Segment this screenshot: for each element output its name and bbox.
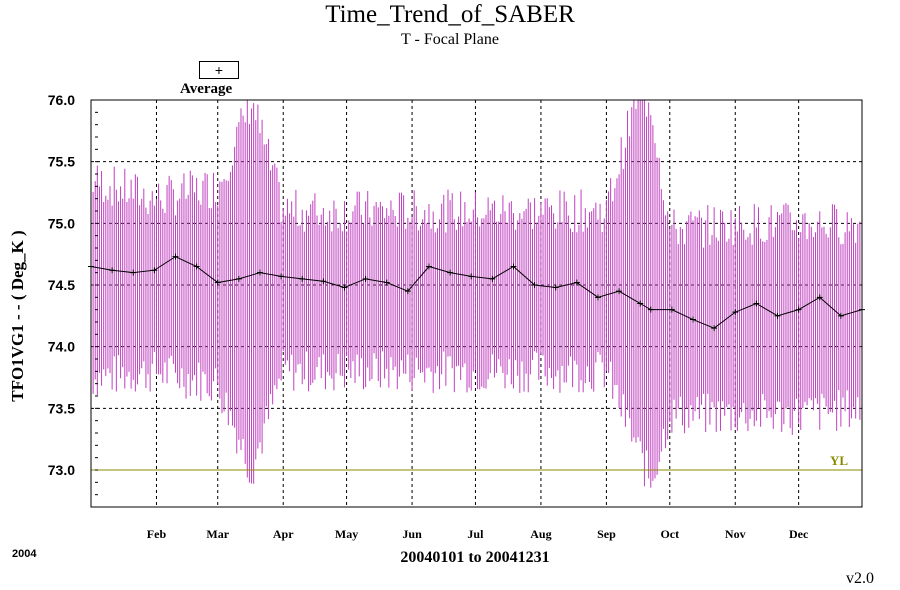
average-point <box>489 275 496 282</box>
average-point <box>362 275 369 282</box>
average-point <box>531 282 538 288</box>
year-label: 2004 <box>12 548 37 560</box>
average-point <box>594 294 601 301</box>
x-axis-label: 20040101 to 20041231 <box>400 549 550 566</box>
average-point <box>647 306 654 313</box>
x-tick-label: Apr <box>273 527 294 541</box>
y-tick-label: 74.5 <box>48 277 75 293</box>
average-point <box>668 306 675 313</box>
average-point <box>235 275 242 282</box>
x-tick-label: Oct <box>660 527 679 541</box>
x-tick-label: Dec <box>789 527 809 541</box>
average-point <box>278 273 285 280</box>
chart-subtitle: T - Focal Plane <box>401 31 499 48</box>
average-point <box>552 284 559 291</box>
average-point <box>573 279 580 286</box>
average-point <box>130 269 137 276</box>
x-tick-label: Feb <box>147 527 167 541</box>
average-point <box>404 288 411 295</box>
average-point <box>299 275 306 282</box>
average-point <box>816 294 823 301</box>
average-point <box>637 300 644 307</box>
average-point <box>447 269 454 276</box>
x-tick-label: Nov <box>725 527 746 541</box>
legend-label: Average <box>180 81 233 97</box>
average-point <box>732 309 739 316</box>
average-point <box>425 263 432 270</box>
average-point <box>837 312 844 319</box>
plot-frame <box>90 99 863 508</box>
average-point <box>214 279 221 286</box>
average-point <box>320 278 327 285</box>
legend-symbol: + <box>199 61 239 79</box>
average-point <box>256 269 263 276</box>
average-point <box>341 284 348 291</box>
y-tick-label: 76.0 <box>48 92 75 108</box>
average-point <box>193 263 200 270</box>
average-point <box>510 263 517 270</box>
average-point <box>795 306 802 313</box>
version-label: v2.0 <box>846 570 874 587</box>
average-point <box>616 288 623 295</box>
x-tick-label: Sep <box>597 527 616 541</box>
average-point <box>172 253 179 260</box>
average-line <box>90 256 863 329</box>
average-point <box>151 267 158 274</box>
y-tick-label: 74.0 <box>48 339 75 355</box>
x-tick-label: Jun <box>402 527 422 541</box>
limit-line-label: YL <box>830 453 848 468</box>
y-tick-label: 75.0 <box>48 215 75 231</box>
average-point <box>690 316 697 323</box>
chart-title: Time_Trend_of_SABER <box>325 1 575 28</box>
average-point <box>711 325 718 332</box>
y-tick-label: 75.5 <box>48 154 75 170</box>
x-tick-label: Mar <box>206 527 229 541</box>
y-tick-label: 73.0 <box>48 462 75 478</box>
y-tick-label: 73.5 <box>48 400 75 416</box>
average-point <box>109 267 116 274</box>
x-tick-label: Aug <box>530 527 551 541</box>
average-point <box>383 279 390 286</box>
x-tick-label: Jul <box>467 527 484 541</box>
x-tick-label: May <box>335 527 358 541</box>
average-point <box>468 273 475 280</box>
average-point <box>753 300 760 307</box>
average-point <box>774 312 781 319</box>
